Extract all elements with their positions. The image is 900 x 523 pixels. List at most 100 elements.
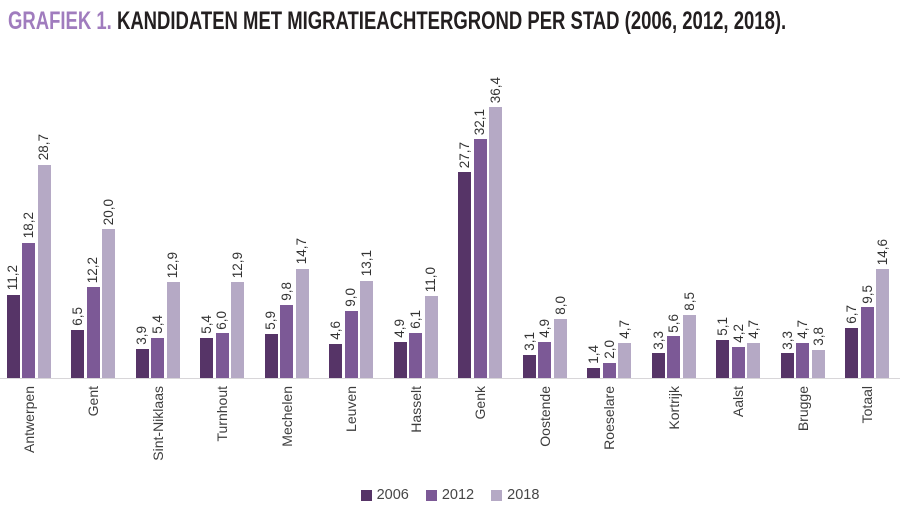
bar-group-antwerpen: 11,2 18,2 28,7 [5, 134, 52, 378]
bar-value-label-totaal-2006: 6,7 [844, 305, 860, 325]
bar-genk-2018 [489, 107, 503, 378]
bar-roeselare-2006 [587, 367, 601, 378]
x-label-cell-leuven: Leuven [329, 379, 374, 473]
legend: 2006 2012 2018 [0, 487, 900, 503]
bar-mechelen-2006 [264, 334, 278, 378]
x-label-cell-sint-niklaas: Sint-Niklaas [135, 379, 180, 473]
bar-value-label-aalst-2018: 4,7 [746, 320, 762, 339]
legend-item-2006: 2006 [360, 487, 409, 503]
bar-cell-sint-niklaas-2018: 12,9 [165, 251, 181, 378]
legend-item-2012: 2012 [425, 487, 475, 503]
bar-aalst-2018 [747, 343, 761, 378]
bar-value-label-sint-niklaas-2012: 5,4 [149, 315, 165, 334]
bar-value-label-leuven-2012: 9,0 [343, 288, 359, 307]
bar-value-label-turnhout-2006: 5,4 [198, 315, 214, 334]
bar-value-label-totaal-2018: 14,6 [875, 239, 891, 266]
bar-value-label-oostende-2012: 4,9 [537, 318, 552, 338]
bar-hasselt-2018 [424, 296, 438, 378]
bar-value-label-leuven-2006: 4,6 [327, 321, 343, 340]
x-label-kortrijk: Kortrijk [665, 386, 682, 430]
bar-genk-2006 [458, 171, 472, 378]
bar-group-aalst: 5,1 4,2 4,7 [715, 317, 762, 378]
bar-group-totaal: 6,7 9,5 14,6 [844, 239, 891, 378]
bar-mechelen-2018 [295, 268, 309, 378]
x-label-genk: Genk [472, 386, 489, 420]
bar-cell-gent-2006: 6,5 [69, 306, 85, 378]
bar-roeselare-2018 [618, 343, 632, 378]
x-label-hasselt: Hasselt [407, 386, 424, 433]
bar-kortrijk-2012 [667, 336, 681, 378]
bar-cell-totaal-2018: 14,6 [875, 239, 891, 378]
bar-cell-antwerpen-2012: 18,2 [20, 212, 36, 378]
bar-antwerpen-2006 [6, 294, 20, 378]
bar-leuven-2012 [344, 311, 358, 378]
bar-value-label-hasselt-2006: 4,9 [392, 318, 408, 338]
bar-value-label-sint-niklaas-2018: 12,9 [165, 251, 181, 278]
bar-brugge-2018 [811, 349, 825, 378]
bar-genk-2012 [473, 139, 487, 378]
x-label-cell-turnhout: Turnhout [200, 379, 245, 473]
bar-cell-turnhout-2018: 12,9 [230, 252, 245, 378]
bar-value-label-brugge-2018: 3,8 [810, 326, 826, 346]
bar-cell-aalst-2012: 4,2 [730, 324, 746, 378]
bar-group-oostende: 3,1 4,9 8,0 [521, 296, 568, 378]
bar-value-label-gent-2018: 20,0 [100, 198, 116, 226]
bar-value-label-aalst-2012: 4,2 [730, 324, 746, 343]
x-label-mechelen: Mechelen [278, 386, 295, 447]
bar-cell-totaal-2012: 9,5 [860, 285, 875, 378]
bar-value-label-sint-niklaas-2006: 3,9 [134, 326, 150, 345]
bar-antwerpen-2012 [22, 242, 35, 378]
bar-cell-oostende-2018: 8,0 [553, 296, 568, 378]
bar-value-label-mechelen-2018: 14,7 [294, 238, 310, 265]
bar-cell-aalst-2018: 4,7 [746, 320, 762, 378]
bar-turnhout-2006 [200, 337, 214, 378]
bar-cell-genk-2012: 32,1 [472, 109, 487, 378]
bar-cell-genk-2018: 36,4 [487, 76, 503, 378]
bar-value-label-kortrijk-2006: 3,3 [650, 330, 666, 350]
legend-label-2006: 2006 [376, 487, 409, 503]
chart-title-prefix: GRAFIEK 1. [8, 7, 112, 35]
bar-cell-kortrijk-2012: 5,6 [666, 314, 681, 378]
bar-turnhout-2012 [215, 333, 229, 378]
bar-leuven-2006 [329, 343, 343, 378]
bar-value-label-oostende-2006: 3,1 [521, 332, 537, 351]
bar-group-hasselt: 4,9 6,1 11,0 [392, 267, 438, 378]
bar-kortrijk-2018 [682, 314, 696, 378]
bar-value-label-genk-2018: 36,4 [487, 76, 503, 104]
bar-cell-roeselare-2018: 4,7 [617, 320, 633, 378]
legend-label-2012: 2012 [441, 487, 475, 503]
bar-group-kortrijk: 3,3 5,6 8,5 [650, 292, 697, 378]
bar-group-mechelen: 5,9 9,8 14,7 [263, 238, 310, 378]
bar-totaal-2012 [860, 307, 874, 378]
bar-totaal-2006 [845, 328, 859, 378]
bar-value-label-gent-2006: 6,5 [69, 306, 85, 326]
bar-value-label-brugge-2012: 4,7 [795, 320, 811, 339]
bar-antwerpen-2018 [37, 164, 51, 378]
bar-cell-oostende-2006: 3,1 [521, 332, 537, 378]
bar-aalst-2012 [731, 346, 745, 378]
bar-value-label-antwerpen-2012: 18,2 [20, 212, 36, 239]
bar-value-label-genk-2006: 27,7 [456, 141, 472, 168]
bar-value-label-hasselt-2012: 6,1 [407, 309, 423, 329]
bar-group-roeselare: 1,4 2,0 4,7 [586, 320, 633, 378]
bar-cell-kortrijk-2018: 8,5 [682, 292, 697, 378]
x-label-brugge: Brugge [794, 386, 811, 432]
chart-title-text: GRAFIEK 1. KANDIDATEN MET MIGRATIEACHTER… [8, 7, 786, 36]
bar-cell-leuven-2018: 13,1 [359, 250, 374, 378]
bar-cell-aalst-2006: 5,1 [715, 317, 730, 378]
bar-cell-hasselt-2006: 4,9 [392, 318, 408, 378]
x-label-cell-totaal: Totaal [845, 379, 890, 473]
bar-cell-roeselare-2006: 1,4 [586, 345, 601, 378]
bar-cell-gent-2018: 20,0 [100, 198, 116, 378]
bar-cell-turnhout-2012: 6,0 [214, 311, 229, 378]
bar-value-label-roeselare-2018: 4,7 [617, 320, 633, 339]
bar-value-label-antwerpen-2018: 28,7 [36, 134, 52, 161]
bar-cell-turnhout-2006: 5,4 [198, 315, 214, 378]
legend-swatch-2018 [491, 489, 503, 501]
x-label-cell-mechelen: Mechelen [264, 379, 309, 473]
bar-leuven-2018 [360, 280, 374, 378]
bar-cell-hasselt-2012: 6,1 [407, 309, 423, 378]
bar-value-label-mechelen-2012: 9,8 [278, 282, 294, 302]
bar-group-genk: 27,7 32,1 36,4 [456, 76, 503, 378]
